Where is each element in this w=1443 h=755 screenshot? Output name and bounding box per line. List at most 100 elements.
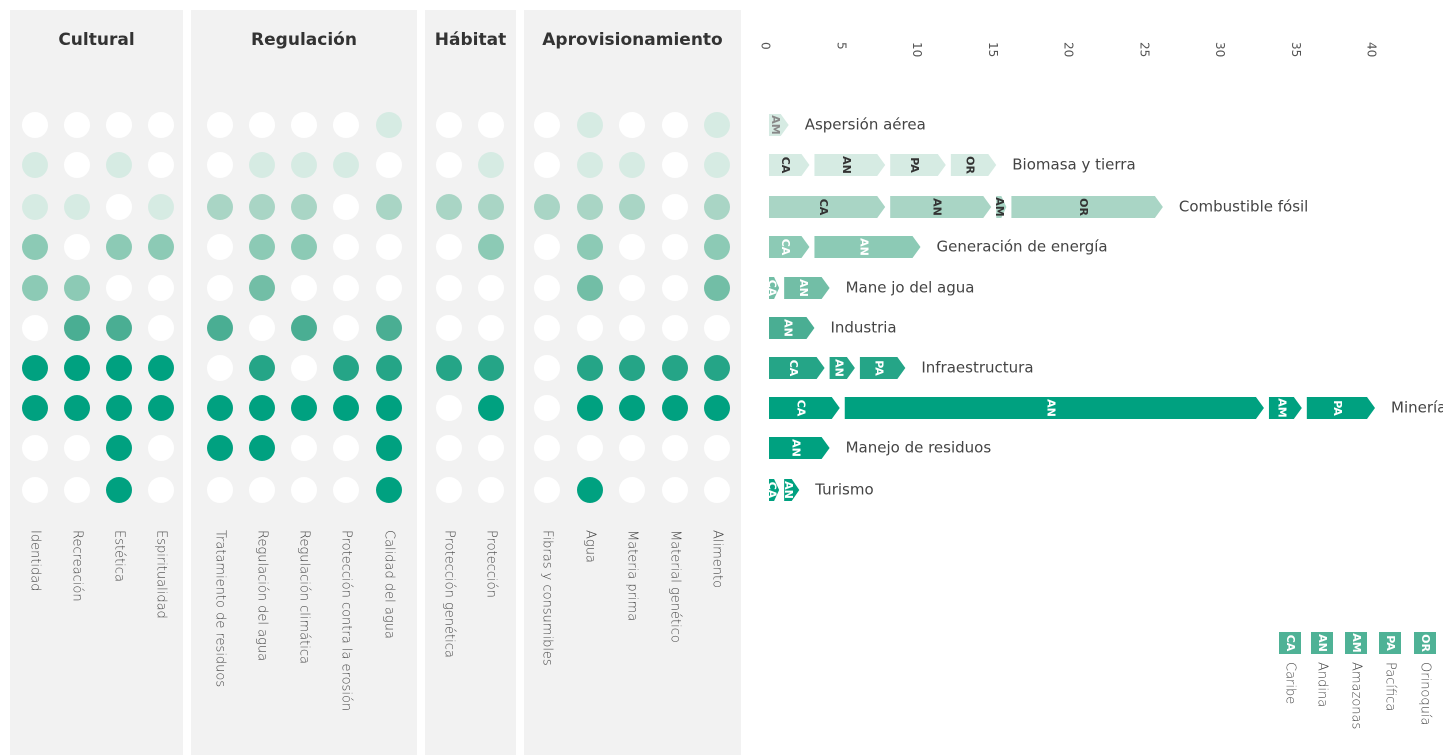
driver-label: Biomasa y tierra [1012, 156, 1135, 174]
dot [662, 395, 688, 421]
dot [207, 477, 233, 503]
x-tick-label: 35 [1289, 42, 1303, 57]
dot [64, 355, 90, 381]
dot [291, 435, 317, 461]
dot [148, 477, 174, 503]
x-tick-label: 5 [834, 42, 848, 50]
bar-segment [890, 154, 946, 176]
dot [662, 112, 688, 138]
dot [704, 395, 730, 421]
dot [534, 112, 560, 138]
dot [478, 275, 504, 301]
bar-segment [769, 357, 825, 379]
dot [478, 395, 504, 421]
driver-label: Turismo [814, 481, 873, 499]
dot [64, 315, 90, 341]
dot [534, 315, 560, 341]
dot [478, 477, 504, 503]
dot [534, 435, 560, 461]
dot [249, 234, 275, 260]
dot [704, 194, 730, 220]
dot [662, 234, 688, 260]
x-tick-label: 0 [759, 42, 773, 50]
dot [619, 435, 645, 461]
segment-label: AN [782, 481, 795, 499]
bar-segment [1306, 397, 1375, 419]
service-label: Fibras y consumibles [540, 530, 555, 666]
dot [704, 234, 730, 260]
dot [662, 315, 688, 341]
legend-badge [1379, 632, 1401, 654]
dot [704, 435, 730, 461]
dot [106, 112, 132, 138]
dot [106, 234, 132, 260]
legend-name: Pacífica [1383, 662, 1398, 711]
service-label: Regulación climática [297, 530, 312, 664]
dot [64, 234, 90, 260]
dot [662, 435, 688, 461]
dot [704, 355, 730, 381]
driver-label: Manejo de residuos [846, 439, 992, 457]
dot [333, 395, 359, 421]
dot [436, 234, 462, 260]
segment-label: CA [766, 482, 779, 499]
dot [478, 112, 504, 138]
dot [148, 315, 174, 341]
segment-label: CA [794, 400, 807, 417]
bar-segment [890, 196, 992, 218]
dot [106, 435, 132, 461]
group-title: Aprovisionamiento [542, 30, 722, 50]
legend-badge [1311, 632, 1333, 654]
dot [207, 355, 233, 381]
bar-segment [1011, 196, 1163, 218]
x-tick-label: 15 [986, 42, 1000, 57]
driver-label: Industria [830, 319, 896, 337]
legend-name: Caribe [1283, 662, 1298, 704]
dot [662, 477, 688, 503]
dot [376, 355, 402, 381]
legend-code: AN [1316, 634, 1329, 652]
bar-segment [784, 277, 830, 299]
dot [148, 355, 174, 381]
dot [577, 275, 603, 301]
dot [436, 477, 462, 503]
segment-label: AN [789, 439, 802, 457]
segment-label: AN [797, 279, 810, 297]
segment-label: PA [873, 360, 886, 376]
dot [148, 194, 174, 220]
bar-segment [769, 317, 815, 339]
bar-segment [844, 397, 1264, 419]
dot [291, 315, 317, 341]
dot [577, 112, 603, 138]
service-label: Alimento [710, 530, 725, 588]
service-label: Recreación [70, 530, 85, 602]
bar-segment [996, 196, 1007, 218]
dot [619, 194, 645, 220]
dot [106, 355, 132, 381]
dot [376, 194, 402, 220]
dot [534, 152, 560, 178]
dot [619, 395, 645, 421]
dot [577, 315, 603, 341]
dot [662, 355, 688, 381]
dot [291, 194, 317, 220]
legend-code: OR [1419, 634, 1432, 652]
bar-segment [859, 357, 906, 379]
segment-label: AN [832, 359, 845, 377]
dot [478, 152, 504, 178]
bar-segment [769, 236, 810, 258]
legend-badge [1279, 632, 1301, 654]
dot [662, 194, 688, 220]
dot [148, 152, 174, 178]
service-label: Protección genética [442, 530, 457, 658]
dot [436, 112, 462, 138]
segment-label: AM [1275, 398, 1288, 417]
dot [249, 477, 275, 503]
dot [704, 152, 730, 178]
dot [619, 355, 645, 381]
dot [376, 112, 402, 138]
bar-segment [814, 154, 886, 176]
legend-code: PA [1384, 635, 1397, 651]
bar-segment [814, 236, 921, 258]
